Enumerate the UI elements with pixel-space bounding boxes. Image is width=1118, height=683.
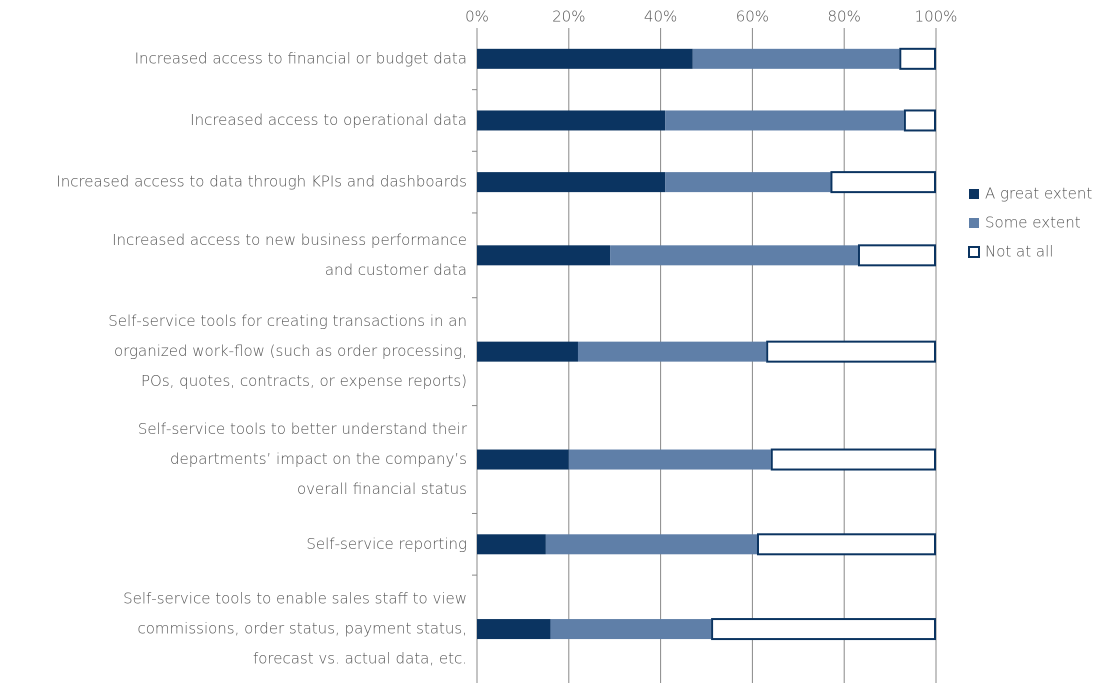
y-tick-label: Self-service reporting [306,535,467,553]
x-tick-label: 20% [552,8,585,26]
y-tick-label: and customer data [325,261,467,279]
bar-segment [756,533,936,556]
bar-segment [477,534,546,555]
y-tick-label: POs, quotes, contracts, or expense repor… [141,372,467,390]
bar-segment [903,109,936,132]
x-tick-label: 0% [465,8,489,26]
bar-segment [545,534,757,555]
legend-swatch [969,189,979,199]
bar-segment [550,619,712,640]
x-tick-label: 40% [644,8,677,26]
bar-segment [477,245,611,266]
legend-label: Some extent [985,214,1081,232]
bar-segment [830,171,936,194]
legend-swatch [968,246,980,258]
bar-segment [610,245,858,266]
y-tick-label: Increased access to operational data [190,111,467,129]
y-tick-label: Increased access to new business perform… [112,231,467,249]
bar-segment [665,110,904,131]
bar-segment [665,172,831,193]
bar-segment [477,619,551,640]
y-tick-label: forecast vs. actual data, etc. [253,650,467,668]
bar-segment [899,47,937,70]
bar-segment [477,341,578,362]
y-tick-label: Self-service tools to better understand … [138,420,468,438]
bar-segment [568,449,771,470]
x-tick-label: 60% [736,8,769,26]
y-tick-label: Increased access to data through KPIs an… [56,173,467,191]
bar-segment [477,48,693,69]
legend-label: Not at all [985,243,1053,261]
y-tick-label: overall financial status [297,480,467,498]
bar-segment [770,448,937,471]
bar-segment [692,48,900,69]
x-tick-label: 100% [915,8,958,26]
legend-swatch [969,218,979,228]
y-tick-label: commissions, order status, payment statu… [138,620,468,638]
y-tick-label: Self-service tools for creating transact… [108,312,467,330]
bar-segment [857,244,936,267]
y-tick-label: Self-service tools to enable sales staff… [123,590,467,608]
bar-segment [577,341,767,362]
y-tick-label: organized work-flow (such as order proce… [114,342,467,360]
y-tick-label: departments’ impact on the company’s [170,450,467,468]
bar-segment [477,172,666,193]
bar-segment [477,449,569,470]
x-tick-label: 80% [828,8,861,26]
bar-segment [766,340,936,363]
legend-label: A great extent [985,185,1092,203]
bar-segment [477,110,666,131]
y-tick-label: Increased access to financial or budget … [135,49,467,67]
bar-segment [711,618,937,641]
